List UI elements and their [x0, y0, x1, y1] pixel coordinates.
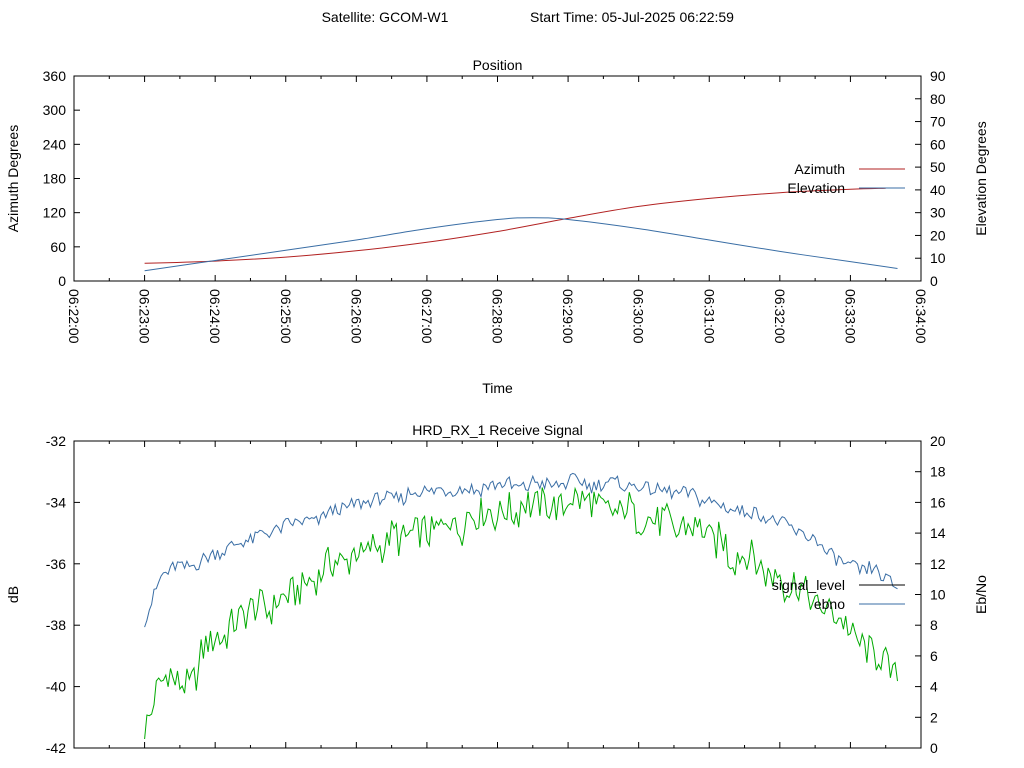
receive-signal-plot: HRD_RX_1 Receive Signal -42 -40 -38 -36 -34 -3… — [5, 422, 989, 756]
series-line-ebno — [144, 472, 898, 628]
y-tick-label: -42 — [46, 740, 66, 756]
y2-tick-label: 90 — [930, 68, 946, 84]
series-line-azimuth — [144, 187, 886, 264]
y-tick-label: 240 — [43, 136, 67, 152]
x-tick-label: 06:23:00 — [137, 289, 153, 344]
x-tick-label: 06:31:00 — [701, 289, 717, 344]
y2-tick-label: 18 — [930, 464, 946, 480]
y-tick-label: 60 — [50, 239, 66, 255]
plot-border — [73, 440, 922, 749]
x-tick-label: 06:30:00 — [631, 289, 647, 344]
x-tick-label: 06:24:00 — [207, 289, 223, 344]
y2-axis-label: Eb/No — [973, 575, 989, 614]
y2-tick-label: 30 — [930, 205, 946, 221]
legend-label-elevation: Elevation — [787, 180, 845, 196]
y2-tick-label: 2 — [930, 709, 938, 725]
y2-tick-label: 80 — [930, 91, 946, 107]
header-satellite: Satellite: GCOM-W1 — [322, 9, 449, 25]
x-tick-label: 06:26:00 — [348, 289, 364, 344]
y-tick-label: 120 — [43, 205, 67, 221]
chart-title: Position — [473, 57, 523, 73]
y2-tick-label: 40 — [930, 182, 946, 198]
y2-tick-label: 60 — [930, 136, 946, 152]
y2-tick-label: 16 — [930, 494, 946, 510]
y-tick-label: -40 — [46, 679, 66, 695]
header-start-time: Start Time: 05-Jul-2025 06:22:59 — [530, 9, 734, 25]
y-axis-label: Azimuth Degrees — [5, 125, 21, 232]
y-axis-label: dB — [5, 586, 21, 603]
y2-tick-label: 6 — [930, 648, 938, 664]
x-tick-label: 06:27:00 — [419, 289, 435, 344]
x-tick-label: 06:22:00 — [66, 289, 82, 344]
y2-tick-label: 0 — [930, 273, 938, 289]
y2-tick-label: 70 — [930, 114, 946, 130]
series-line-signal_level — [144, 486, 898, 740]
legend-label-azimuth: Azimuth — [794, 161, 845, 177]
x-tick-label: 06:33:00 — [842, 289, 858, 344]
x-tick-label: 06:25:00 — [278, 289, 294, 344]
y2-tick-label: 12 — [930, 556, 946, 572]
x-axis-label: Time — [482, 380, 513, 396]
y-tick-label: -32 — [46, 433, 66, 449]
y2-tick-label: 10 — [930, 587, 946, 603]
x-tick-label: 06:28:00 — [490, 289, 506, 344]
y2-tick-label: 4 — [930, 679, 938, 695]
y-tick-label: 360 — [43, 68, 67, 84]
chart-title: HRD_RX_1 Receive Signal — [412, 422, 582, 438]
y2-tick-label: 10 — [930, 250, 946, 266]
position-plot: Position 0 60 120 180 240 300 360 0 10 20 30 40 50 60 7… — [5, 57, 989, 396]
y-tick-label: 180 — [43, 171, 67, 187]
y-tick-label: 0 — [58, 273, 66, 289]
y-tick-label: -36 — [46, 556, 66, 572]
y2-tick-label: 8 — [930, 617, 938, 633]
y2-tick-label: 20 — [930, 227, 946, 243]
plot-border — [73, 75, 922, 282]
x-tick-label: 06:34:00 — [913, 289, 929, 344]
legend-label-ebno: ebno — [814, 596, 845, 612]
y-tick-label: -38 — [46, 617, 66, 633]
y2-tick-label: 0 — [930, 740, 938, 756]
y2-tick-label: 14 — [930, 525, 946, 541]
y2-tick-label: 50 — [930, 159, 946, 175]
x-tick-label: 06:29:00 — [560, 289, 576, 344]
y2-axis-label: Elevation Degrees — [973, 121, 989, 235]
legend-label-signal_level: signal_level — [772, 577, 845, 593]
series-line-elevation — [144, 217, 898, 272]
x-tick-label: 06:32:00 — [772, 289, 788, 344]
y2-tick-label: 20 — [930, 433, 946, 449]
y-tick-label: -34 — [46, 494, 66, 510]
y-tick-label: 300 — [43, 102, 67, 118]
